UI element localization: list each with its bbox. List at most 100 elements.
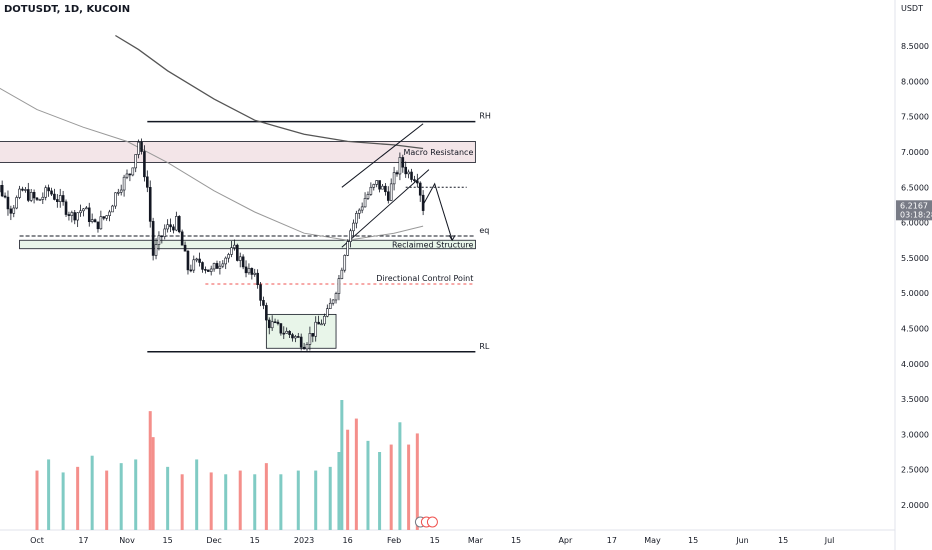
volume-bar: [264, 463, 268, 530]
candle-body: [26, 189, 30, 201]
candle-body: [262, 300, 265, 306]
candle-body: [323, 315, 326, 325]
candle-body: [375, 180, 378, 185]
candle-body: [381, 185, 384, 190]
candle-body: [259, 284, 262, 301]
candle-body: [9, 208, 13, 214]
last-price-label: 6.2167: [900, 201, 928, 210]
volume-bar: [346, 429, 350, 530]
candle-body: [189, 269, 193, 272]
candle-body: [276, 321, 280, 324]
candle-body: [285, 330, 288, 334]
candle-body: [64, 201, 68, 215]
candle-body: [137, 141, 140, 155]
moving-average-line: [115, 34, 424, 150]
x-tick-label: Dec: [206, 536, 221, 545]
candle-body: [395, 172, 399, 175]
candle-body: [308, 333, 312, 345]
candle-body: [302, 346, 306, 350]
candle-body: [363, 198, 367, 208]
candle-body: [169, 224, 172, 228]
candle-body: [53, 193, 56, 200]
volume-bar: [328, 466, 332, 530]
candle-body: [317, 321, 320, 325]
candle-body: [236, 244, 239, 261]
candle-body: [186, 250, 190, 271]
candle-body: [0, 184, 4, 197]
candle-body: [96, 221, 100, 230]
candle-body: [90, 219, 94, 222]
y-tick-label: 8.5000: [901, 42, 929, 51]
volume-bar: [296, 470, 300, 530]
candle-body: [6, 196, 10, 210]
candle-body: [146, 176, 149, 188]
candle-body: [407, 171, 410, 175]
candle-body: [166, 224, 169, 230]
candle-body: [44, 187, 48, 198]
candle-body: [378, 180, 381, 190]
candle-body: [79, 210, 82, 214]
x-tick-label: 15: [163, 536, 173, 545]
candle-body: [227, 254, 230, 259]
volume-bar: [337, 452, 341, 530]
candle-body: [175, 216, 178, 231]
candle-body: [340, 269, 344, 279]
candle-body: [346, 241, 349, 256]
projection-path: [422, 182, 453, 241]
candle-body: [212, 263, 216, 270]
last-price-countdown: 03:18:28: [900, 210, 932, 219]
candle-body: [282, 332, 286, 335]
candle-body: [151, 221, 155, 256]
candle-body: [389, 183, 393, 201]
y-axis-unit: USDT: [901, 4, 923, 13]
candle-body: [241, 256, 245, 268]
candle-body: [314, 321, 318, 337]
level-label: eq: [479, 226, 489, 235]
candle-body: [119, 189, 123, 193]
candle-body: [224, 257, 228, 265]
candle-body: [384, 185, 387, 193]
candle-body: [296, 336, 300, 338]
y-tick-label: 8.0000: [901, 77, 929, 86]
zone-rect: [0, 141, 476, 163]
candle-body: [29, 192, 33, 201]
y-tick-label: 4.5000: [901, 325, 929, 334]
candle-body: [38, 199, 42, 201]
channel-line: [341, 123, 424, 188]
x-tick-label: 17: [607, 536, 617, 545]
y-tick-label: 3.0000: [901, 430, 929, 439]
candle-body: [154, 244, 158, 256]
candle-body: [305, 344, 309, 350]
candle-body: [160, 235, 164, 238]
candle-body: [195, 258, 198, 261]
candle-body: [386, 191, 390, 201]
candle-body: [265, 305, 268, 321]
volume-bar: [90, 455, 94, 530]
candle-body: [24, 189, 27, 191]
candle-body: [32, 192, 36, 199]
candle-body: [256, 272, 259, 285]
candle-body: [85, 207, 88, 210]
candle-body: [172, 226, 175, 231]
candle-body: [398, 157, 402, 175]
candle-body: [125, 173, 129, 178]
candle-body: [328, 302, 332, 309]
candle-body: [209, 268, 213, 272]
volume-bar: [209, 472, 213, 530]
candle-body: [247, 268, 251, 274]
zone-rect: [19, 239, 476, 250]
candle-body: [3, 195, 7, 198]
volume-bar: [76, 466, 80, 530]
x-tick-label: 15: [430, 536, 440, 545]
volume-bar: [389, 444, 393, 530]
volume-bar: [119, 463, 123, 530]
y-tick-label: 5.0000: [901, 289, 929, 298]
candle-body: [73, 212, 77, 221]
candle-body: [177, 216, 181, 233]
candle-body: [413, 179, 416, 182]
candle-body: [163, 228, 167, 237]
candle-body: [337, 278, 341, 294]
candle-body: [56, 199, 59, 202]
candle-body: [294, 336, 297, 339]
